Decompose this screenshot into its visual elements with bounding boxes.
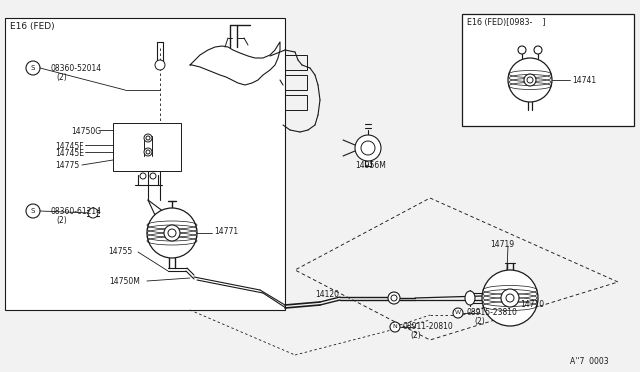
Circle shape <box>150 173 156 179</box>
Text: 14745E: 14745E <box>55 149 84 158</box>
Bar <box>285 75 307 90</box>
Circle shape <box>482 270 538 326</box>
Text: 14745F: 14745F <box>56 142 84 151</box>
Bar <box>113 123 181 171</box>
Circle shape <box>140 173 146 179</box>
Circle shape <box>390 322 400 332</box>
Text: 14750G: 14750G <box>71 127 101 136</box>
Text: 14956M: 14956M <box>355 161 386 170</box>
Bar <box>285 55 307 70</box>
Text: S: S <box>31 208 35 214</box>
Text: 14750M: 14750M <box>109 277 140 286</box>
Text: (2): (2) <box>474 317 484 326</box>
Ellipse shape <box>465 291 475 305</box>
Bar <box>5 18 285 310</box>
Circle shape <box>144 134 152 142</box>
Circle shape <box>453 308 463 318</box>
Ellipse shape <box>508 58 552 102</box>
Text: (2): (2) <box>56 216 67 225</box>
Circle shape <box>501 289 519 307</box>
Text: E16 (FED): E16 (FED) <box>10 22 54 31</box>
Text: 14710: 14710 <box>520 300 544 309</box>
Ellipse shape <box>147 208 197 258</box>
Text: 14771: 14771 <box>214 227 238 235</box>
Text: 08915-23810: 08915-23810 <box>467 308 518 317</box>
Circle shape <box>164 225 180 241</box>
Text: A''7  0003: A''7 0003 <box>570 357 609 366</box>
Text: W: W <box>455 311 461 315</box>
Text: (2): (2) <box>56 73 67 82</box>
Circle shape <box>355 135 381 161</box>
Circle shape <box>155 60 165 70</box>
Text: 08360-61214: 08360-61214 <box>50 207 101 216</box>
Circle shape <box>534 46 542 54</box>
Circle shape <box>144 148 152 156</box>
Text: S: S <box>31 65 35 71</box>
Bar <box>462 14 634 126</box>
Text: 08360-52014: 08360-52014 <box>50 64 101 73</box>
Text: (2): (2) <box>410 331 420 340</box>
Circle shape <box>88 208 98 218</box>
Text: 08911-20810: 08911-20810 <box>403 322 454 331</box>
Bar <box>285 95 307 110</box>
Text: 14120: 14120 <box>315 290 339 299</box>
Text: E16 (FED)[0983-    ]: E16 (FED)[0983- ] <box>467 18 546 27</box>
Circle shape <box>524 74 536 86</box>
Circle shape <box>518 46 526 54</box>
Text: 14719: 14719 <box>490 240 514 249</box>
Circle shape <box>361 141 375 155</box>
Text: N: N <box>392 324 397 330</box>
Text: 14741: 14741 <box>572 76 596 84</box>
Circle shape <box>388 292 400 304</box>
Text: 14775: 14775 <box>55 161 79 170</box>
Text: 14755: 14755 <box>108 247 132 256</box>
